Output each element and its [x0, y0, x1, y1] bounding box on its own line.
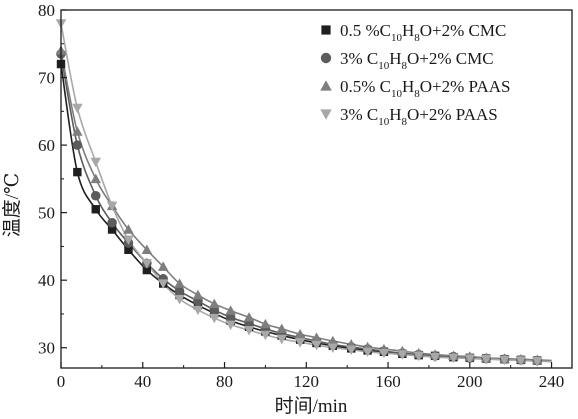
series-4-point [327, 343, 339, 353]
series-4-point [90, 157, 101, 168]
series-1-point [142, 265, 152, 275]
series-4-point [499, 355, 510, 366]
series-3-point [123, 224, 134, 234]
legend-label-4: 3% C10H8O+2% PAAS [340, 105, 498, 128]
x-tick-label: 160 [375, 372, 401, 391]
series-4-point [174, 294, 185, 305]
x-tick-label: 240 [539, 372, 565, 391]
series-4-point [480, 355, 492, 365]
series-4-point [294, 338, 306, 348]
plot-area [55, 19, 552, 367]
y-tick-label: 30 [38, 339, 55, 358]
series-3-point [225, 305, 236, 315]
series-2-point [90, 190, 101, 201]
series-3-point [260, 318, 271, 329]
series-3-point [311, 332, 322, 342]
y-tick-label: 40 [38, 271, 55, 290]
series-1-point [91, 205, 100, 214]
series-3-point [72, 126, 83, 136]
y-tick-label: 80 [38, 1, 55, 20]
series-3-point [276, 323, 288, 334]
series-4-curve [60, 23, 552, 363]
legend: 0.5 %C10H8O+2% CMC 3% C10H8O+2% CMC 0.5% C… [320, 21, 510, 128]
series-4-point [106, 201, 118, 212]
series-1-point [124, 245, 133, 254]
series-4-point [378, 348, 390, 359]
series-2-point [72, 140, 83, 150]
series-4-point [157, 279, 169, 289]
y-tick-label: 70 [38, 69, 55, 88]
series-3-point [327, 335, 339, 346]
series-3-curve [60, 50, 552, 362]
legend-marker-4 [320, 109, 332, 120]
legend-marker-3 [320, 80, 332, 91]
series-4-point [123, 235, 134, 245]
series-3-point [243, 312, 255, 322]
series-4-point [429, 352, 441, 363]
series-2-point [225, 312, 236, 323]
legend-label-1: 0.5 %C10H8O+2% CMC [340, 21, 506, 44]
series-4-point [141, 259, 153, 269]
series-4-point [311, 340, 322, 351]
series-1-point [107, 225, 117, 234]
series-4-point [225, 320, 236, 331]
series-4-point [362, 347, 373, 358]
series-4-point [464, 354, 476, 364]
series-2-point [107, 217, 117, 228]
series-1-point [73, 167, 82, 177]
legend-marker-1 [321, 25, 331, 35]
series-4-point [72, 103, 83, 114]
series-3-point [294, 328, 306, 339]
series-2-curve [60, 53, 552, 362]
plot-frame [60, 9, 573, 369]
x-tick-label: 120 [294, 372, 320, 391]
legend-label-3: 0.5% C10H8O+2% PAAS [340, 77, 510, 100]
series-3-point [209, 298, 220, 309]
legend-label-2: 3% C10H8O+2% CMC [340, 49, 494, 72]
series-3-point [157, 261, 169, 271]
series-4-point [413, 351, 424, 362]
series-4-point [515, 356, 527, 366]
series-4-point [243, 325, 255, 336]
series-4-point [209, 313, 220, 324]
series-4-point [448, 353, 459, 364]
x-tick-label: 40 [134, 372, 151, 391]
y-tick-label: 50 [38, 204, 55, 223]
series-4-point [192, 305, 204, 316]
series-4-point [345, 345, 357, 356]
series-2-point [174, 286, 185, 296]
legend-marker-2 [320, 52, 332, 64]
axes: 0 40 80 120 160 200 240 30 40 50 60 70 80 [38, 1, 573, 391]
y-tick-label: 60 [38, 136, 55, 155]
x-tick-label: 0 [57, 372, 66, 391]
series-3-point [90, 173, 101, 184]
x-tick-label: 80 [216, 372, 233, 391]
series-3-point [192, 289, 204, 300]
series-3-point [174, 278, 185, 288]
series-4-point [532, 357, 543, 367]
series-4-point [397, 350, 408, 360]
series-4-point [260, 330, 271, 341]
y-axis-title: 温度/℃ [1, 173, 23, 238]
series-4-point [276, 334, 288, 345]
series-3-point [141, 244, 153, 254]
x-tick-label: 200 [457, 372, 483, 391]
x-axis-title: 时间/min [275, 395, 348, 417]
